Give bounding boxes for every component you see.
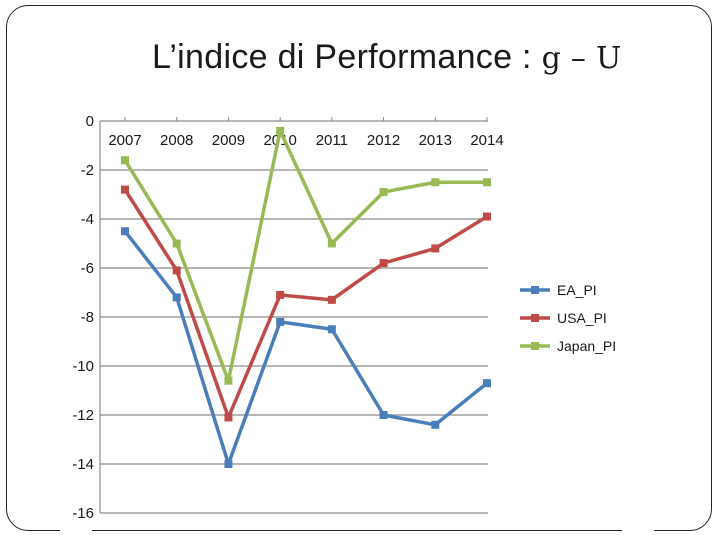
x-tick-label: 2011 — [316, 132, 348, 149]
slide-title-formula: g – U — [541, 41, 622, 76]
data-point-Japan_PI — [121, 156, 129, 165]
legend-marker-EA_PI — [531, 286, 539, 294]
data-point-Japan_PI — [224, 376, 233, 385]
gridlines — [100, 169, 488, 514]
x-tick-label: 2012 — [367, 132, 400, 149]
x-tick-label: 2014 — [470, 132, 503, 149]
data-point-EA_PI — [172, 293, 181, 302]
axes: 0 -2 -4 -6 -8 -10 -12 -14 -16 2007 2008 2009 2010 201… — [72, 113, 503, 522]
data-point-EA_PI — [224, 460, 233, 468]
data-point-Japan_PI — [327, 239, 336, 248]
y-tick-label: -10 — [72, 358, 94, 375]
legend-marker-USA_PI — [531, 314, 539, 322]
series-line-EA_PI — [123, 230, 489, 466]
y-tick-label: -4 — [81, 211, 94, 228]
frame-gap-right — [622, 525, 654, 535]
y-tick-label: -14 — [72, 456, 94, 473]
data-point-USA_PI — [224, 413, 233, 422]
y-tick-label: 0 — [86, 113, 94, 130]
legend-marker-Japan_PI — [531, 342, 539, 350]
data-point-EA_PI — [327, 325, 336, 334]
series-line-Japan_PI — [123, 129, 487, 383]
y-tick-label: -8 — [81, 309, 94, 326]
data-point-USA_PI — [327, 295, 336, 304]
data-point-USA_PI — [276, 290, 285, 299]
data-point-EA_PI — [379, 411, 388, 419]
data-point-Japan_PI — [431, 178, 440, 187]
data-point-EA_PI — [276, 317, 285, 326]
data-point-USA_PI — [379, 259, 388, 268]
x-tick-label: 2010 — [263, 132, 296, 149]
legend-label-Japan_PI: Japan_PI — [557, 338, 616, 354]
data-point-Japan_PI — [276, 126, 285, 135]
data-point-Japan_PI — [483, 178, 491, 187]
slide-title-text: L’indice di Performance : — [152, 38, 542, 76]
data-point-USA_PI — [172, 266, 181, 275]
data-point-USA_PI — [121, 185, 129, 194]
data-point-USA_PI — [483, 212, 491, 221]
y-tick-label: -2 — [81, 162, 94, 179]
y-tick-label: -12 — [72, 407, 94, 424]
y-tick-label: -6 — [81, 260, 94, 277]
x-tick-label: 2008 — [160, 132, 193, 149]
frame-gap-left — [60, 525, 92, 535]
data-point-USA_PI — [431, 244, 440, 253]
data-point-Japan_PI — [379, 188, 388, 197]
legend-label-EA_PI: EA_PI — [557, 282, 597, 298]
legend-label-USA_PI: USA_PI — [557, 310, 607, 326]
slide-title: L’indice di Performance : g – U — [152, 38, 622, 77]
legend: EA_PI USA_PI Japan_PI — [520, 282, 616, 354]
data-point-EA_PI — [431, 420, 440, 429]
x-tick-label: 2009 — [212, 132, 245, 149]
x-tick-label: 2007 — [108, 132, 141, 149]
y-tick-label: -16 — [72, 505, 94, 522]
data-point-EA_PI — [483, 379, 491, 388]
data-point-EA_PI — [121, 227, 129, 236]
x-tick-label: 2013 — [419, 132, 452, 149]
series-line-USA_PI — [123, 188, 488, 420]
series — [121, 126, 491, 468]
data-point-Japan_PI — [172, 239, 181, 248]
